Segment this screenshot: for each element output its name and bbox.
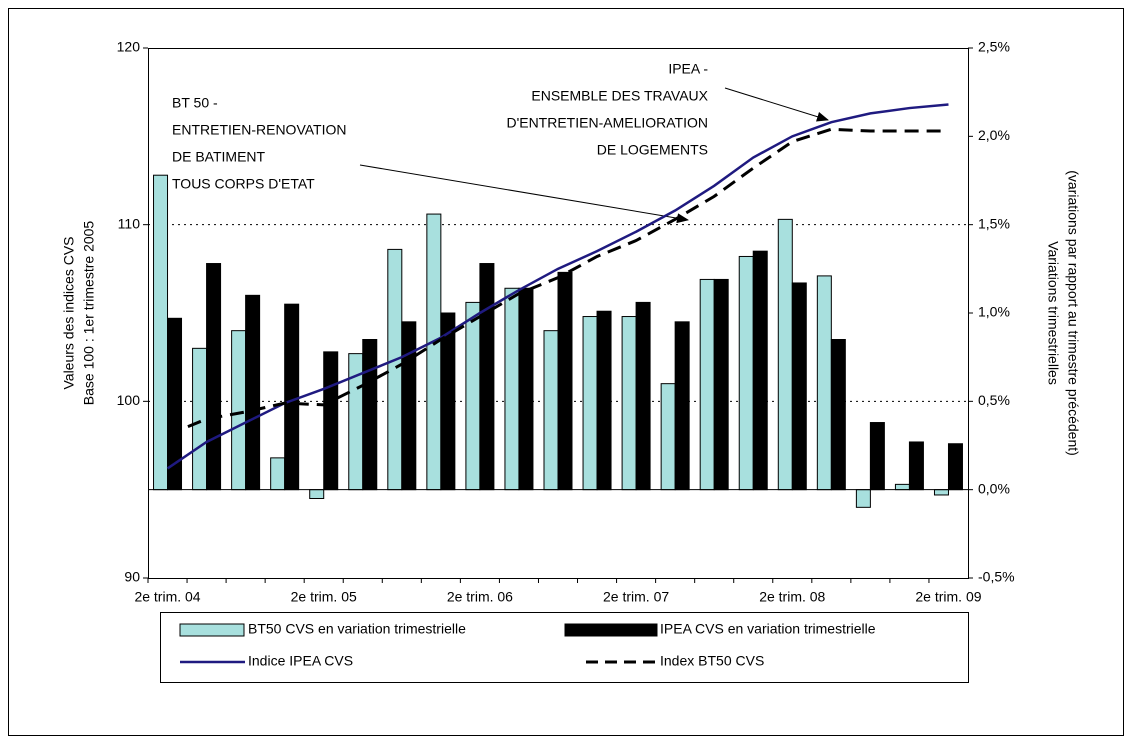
annotation: TOUS CORPS D'ETAT	[172, 176, 315, 192]
annotation-arrow	[359, 164, 689, 224]
y-axis-title: Base 100 : 1er trimestre 2005	[81, 221, 97, 406]
x-tick-label: 2e trim. 09	[915, 589, 981, 605]
bar	[947, 443, 963, 491]
bar	[869, 422, 885, 491]
y-tick-label: 90	[124, 569, 140, 585]
bar	[752, 250, 768, 491]
x-tick-label: 2e trim. 06	[447, 589, 513, 605]
legend-swatch	[564, 623, 658, 637]
y-tick-label: 110	[118, 215, 141, 231]
bar	[557, 271, 573, 491]
bar	[596, 310, 612, 491]
legend-label: Indice IPEA CVS	[248, 653, 353, 669]
x-tick-label: 2e trim. 08	[759, 589, 825, 605]
bar	[933, 489, 949, 496]
bar	[323, 351, 339, 491]
bar	[660, 383, 676, 491]
y-tick-label: 120	[117, 39, 141, 55]
y2-tick-label: 2,5%	[978, 39, 1010, 55]
bar	[426, 213, 442, 491]
bar	[635, 301, 651, 491]
bar	[738, 255, 754, 491]
bar	[465, 301, 481, 491]
bar	[309, 489, 325, 499]
annotation: ENSEMBLE DES TRAVAUX	[531, 88, 708, 104]
bar	[284, 303, 300, 491]
bar	[387, 248, 403, 491]
bar	[231, 330, 247, 491]
y-tick-label: 100	[117, 392, 141, 408]
bar	[518, 287, 534, 491]
y2-tick-label: 2,0%	[978, 127, 1010, 143]
bar	[479, 263, 495, 491]
annotation: DE LOGEMENTS	[597, 142, 708, 158]
annotation: IPEA -	[668, 61, 708, 77]
y2-tick-label: -0,5%	[978, 569, 1015, 585]
bar	[674, 321, 690, 491]
bar	[777, 218, 793, 491]
bar	[401, 321, 417, 491]
bar	[894, 483, 910, 491]
bar	[192, 347, 208, 491]
bar	[582, 316, 598, 491]
annotation: D'ENTRETIEN-AMELIORATION	[506, 115, 708, 131]
annotation: BT 50 -	[172, 95, 218, 111]
bar	[270, 457, 286, 491]
line	[166, 127, 949, 437]
bar	[543, 330, 559, 491]
annotation-arrow	[724, 87, 829, 122]
line	[166, 103, 949, 470]
bar	[504, 287, 520, 491]
y2-tick-label: 0,5%	[978, 392, 1010, 408]
y2-tick-label: 1,5%	[978, 215, 1010, 231]
bar	[362, 339, 378, 491]
bar	[816, 275, 832, 491]
bar	[621, 316, 637, 491]
bar	[830, 339, 846, 491]
bar	[245, 294, 261, 491]
x-tick-label: 2e trim. 04	[134, 589, 200, 605]
annotation: DE BATIMENT	[172, 149, 266, 165]
x-tick-label: 2e trim. 05	[291, 589, 357, 605]
legend-swatch	[179, 623, 245, 637]
x-tick-label: 2e trim. 07	[603, 589, 669, 605]
bar	[908, 441, 924, 491]
bar	[206, 263, 222, 491]
y2-axis-title: Variations trimestrielles	[1045, 241, 1061, 385]
y2-tick-label: 0,0%	[978, 480, 1010, 496]
legend-label: IPEA CVS en variation trimestrielle	[660, 621, 876, 637]
legend-label: Index BT50 CVS	[660, 653, 764, 669]
bar	[153, 174, 169, 491]
y-axis-title: Valeurs des indices CVS	[61, 236, 77, 389]
annotation: ENTRETIEN-RENOVATION	[172, 122, 347, 138]
legend-label: BT50 CVS en variation trimestrielle	[248, 621, 466, 637]
y2-axis-title: (variations par rapport au trimestre pré…	[1065, 170, 1081, 456]
bar	[791, 282, 807, 491]
bar	[855, 489, 871, 508]
y2-tick-label: 1,0%	[978, 304, 1010, 320]
bar	[713, 278, 729, 491]
bar	[699, 278, 715, 491]
